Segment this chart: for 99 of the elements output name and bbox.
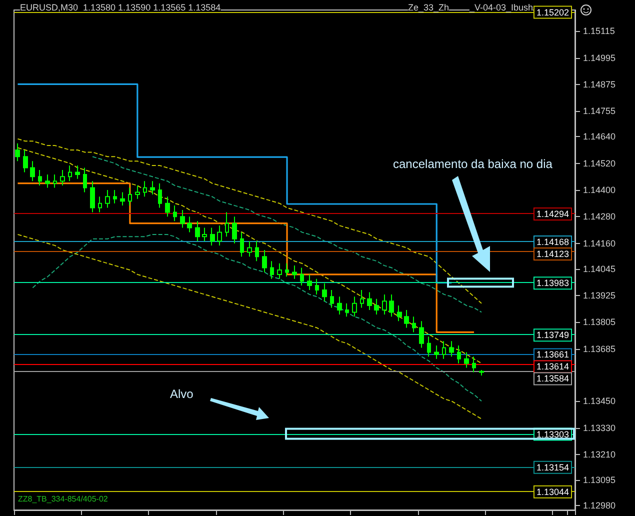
candlestick [195, 220, 200, 242]
candlestick [464, 352, 469, 368]
y-tick-label: 1.13330 [583, 422, 616, 433]
candlestick [315, 278, 319, 295]
candlestick [322, 282, 327, 302]
y-tick-label: 1.14640 [583, 132, 616, 142]
y-tick-label: 1.15115 [583, 26, 615, 36]
candlestick [143, 180, 147, 198]
candlestick [30, 160, 35, 182]
y-tick-label: 1.13805 [583, 317, 616, 328]
ref-line-label: 1.15202 [536, 7, 570, 18]
candlestick [457, 345, 461, 364]
candlestick [105, 190, 110, 208]
ref-line-label: 1.13614 [536, 362, 570, 372]
ref-line-label: 1.13983 [536, 278, 570, 288]
candlestick [427, 336, 431, 358]
candlestick [83, 167, 87, 193]
candlestick [255, 240, 259, 262]
ref-line-label: 1.13661 [536, 350, 570, 360]
candlestick [150, 180, 155, 195]
y-tick-label: 1.14280 [583, 212, 616, 222]
candlestick [217, 225, 222, 246]
y-tick-label: 1.13925 [583, 290, 616, 301]
candlestick [247, 240, 252, 258]
annotation: _V-04-03_Ibush [468, 2, 534, 12]
ref-line-label: 1.14123 [536, 249, 570, 260]
candlestick [75, 165, 80, 180]
y-tick-label: 1.14520 [583, 158, 616, 168]
y-tick-label: 1.14875 [583, 79, 616, 90]
candlestick [225, 212, 229, 238]
candlestick [345, 302, 349, 318]
candlestick [382, 294, 387, 315]
candlestick [404, 310, 409, 328]
candlestick [135, 185, 140, 200]
y-tick-label: 1.12980 [583, 500, 616, 511]
candlestick [277, 262, 282, 280]
candlestick [187, 216, 192, 233]
candlestick [158, 182, 162, 208]
y-tick-label: 1.13210 [583, 449, 616, 460]
candlestick [45, 174, 50, 188]
candlestick [15, 142, 20, 162]
candlestick [292, 265, 297, 280]
ref-line-label: 1.13303 [536, 429, 570, 440]
candlestick [412, 316, 416, 333]
y-tick-label: 1.14045 [583, 264, 616, 274]
y-tick-label: 1.14160 [583, 238, 616, 248]
candlestick [165, 196, 170, 218]
candlestick [210, 227, 215, 246]
candlestick [240, 232, 244, 258]
candlestick [232, 216, 237, 244]
annotation: Ze_33_Zh [408, 2, 450, 12]
candlestick [337, 296, 342, 315]
candlestick [374, 298, 379, 315]
candlestick [434, 345, 439, 360]
candlestick [202, 227, 207, 242]
candlestick [367, 292, 372, 310]
candlestick [419, 320, 424, 348]
candlestick [98, 196, 102, 213]
candlestick [90, 180, 95, 213]
candlestick [472, 356, 476, 373]
candlestick [262, 250, 267, 273]
candlestick [68, 165, 72, 182]
y-tick-label: 1.14995 [583, 52, 616, 63]
candlestick [113, 190, 117, 204]
y-tick-label: 1.13095 [583, 475, 616, 485]
candlestick [173, 205, 177, 222]
annotation: Alvo [170, 387, 194, 401]
ref-line-label: 1.14294 [536, 209, 570, 220]
candlestick [23, 150, 28, 173]
candlestick [120, 192, 125, 206]
annotation: ZZ8_TB_334-854/405-02 [18, 494, 108, 504]
y-tick-label: 1.13450 [583, 396, 616, 406]
candlestick [449, 340, 454, 358]
candlestick [307, 274, 312, 290]
y-tick-label: 1.13685 [583, 344, 616, 354]
candlestick [38, 170, 42, 186]
candlestick [479, 370, 484, 376]
ref-line-label: 1.14168 [536, 237, 570, 248]
candlestick [352, 296, 357, 318]
candlestick [53, 174, 57, 188]
candlestick [442, 340, 446, 360]
candlestick [285, 262, 289, 278]
chart-title: EURUSD,M30 1.13580 1.13590 1.13565 1.13584 [20, 2, 221, 12]
candlestick [60, 170, 65, 186]
candlestick [389, 294, 394, 318]
ref-line-label: 1.13749 [536, 330, 570, 340]
candlestick [300, 267, 304, 286]
candlestick [360, 290, 364, 308]
candlestick [330, 290, 334, 308]
annotation: cancelamento da baixa no dia [393, 157, 553, 171]
candlestick [180, 210, 185, 228]
y-tick-label: 1.14400 [583, 185, 616, 195]
candlestick [270, 260, 274, 280]
ref-line-label: 1.13154 [536, 462, 570, 472]
ref-line-label: 1.13044 [536, 486, 570, 497]
ref-line-label: 1.13584 [536, 374, 570, 384]
y-tick-label: 1.14755 [583, 106, 616, 116]
candlestick [128, 187, 132, 206]
candlestick [397, 305, 402, 322]
